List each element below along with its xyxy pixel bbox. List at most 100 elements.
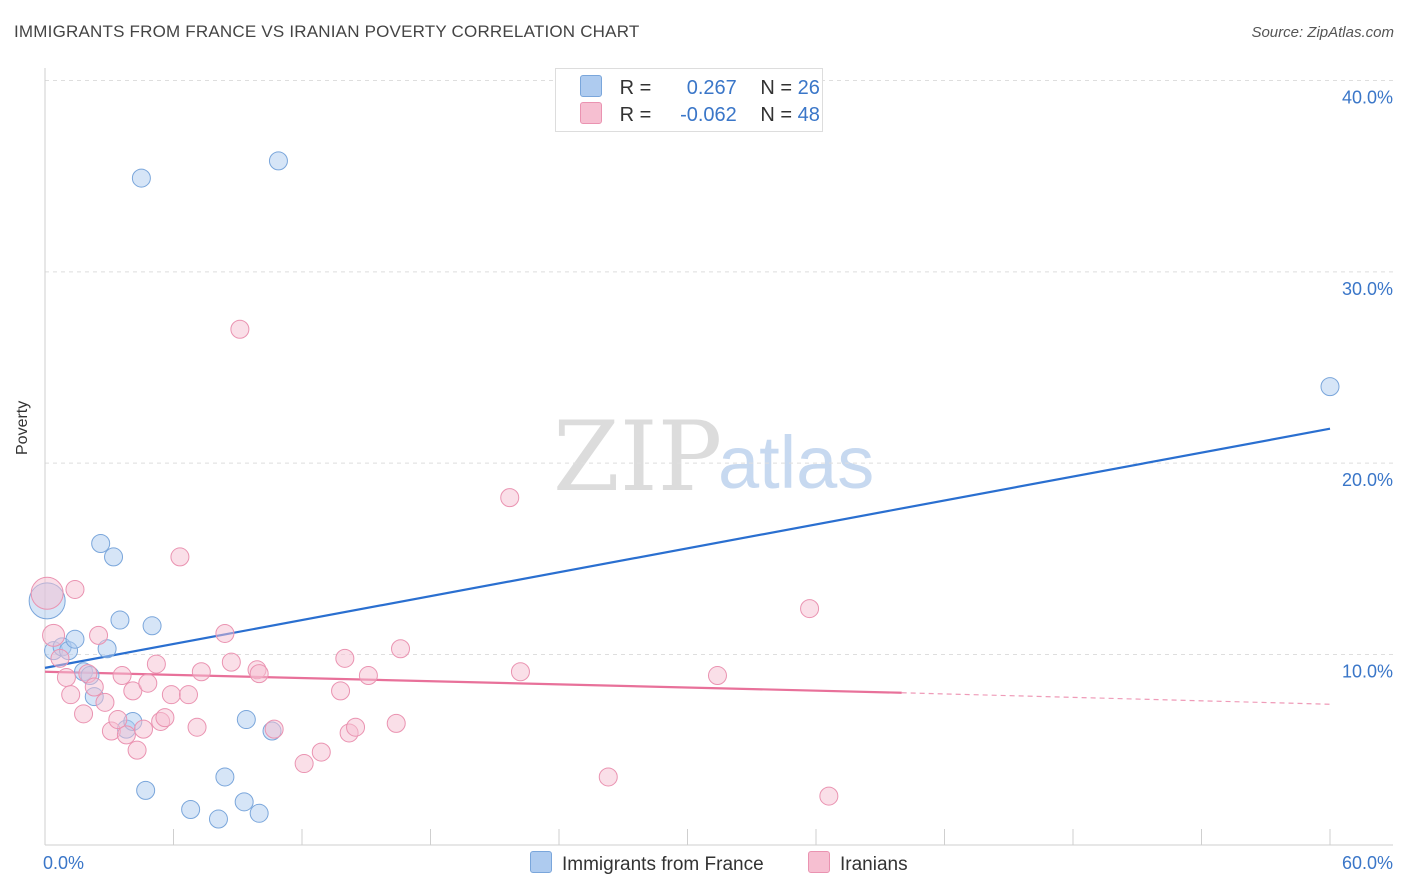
r-value: -0.062 [680,104,737,126]
point-iranians [386,713,406,733]
stats-legend: R = 0.267 N = 26 R = -0.062 N = 48 [555,68,823,132]
n-label: N = [760,77,793,99]
n-value: 26 [797,77,820,99]
point-iranians [358,666,378,686]
r-label: R = [619,104,652,126]
point-iranians [170,547,190,567]
point-france [1320,377,1340,397]
x-ticks [173,829,1331,845]
point-iranians [138,673,158,693]
point-iranians [800,599,820,619]
y-tick-label: 10.0% [1342,662,1393,682]
watermark-zip: ZIP [553,401,722,513]
trend-line-france [44,427,1331,669]
x-tick-label: 0.0% [43,853,84,873]
point-iranians [161,685,181,705]
x-tick-label: 60.0% [1342,853,1393,873]
source-label: Source: ZipAtlas.com [1251,24,1394,41]
point-iranians [89,625,109,645]
point-iranians [311,742,331,762]
watermark-atlas: atlas [718,421,874,504]
point-iranians [249,664,269,684]
point-iranians [30,576,64,610]
trend-line-iranians [44,670,902,694]
point-france [110,610,130,630]
point-france [181,799,201,819]
legend-label: Iranians [840,854,908,875]
point-iranians [178,685,198,705]
point-france [91,534,111,554]
chart-title: IMMIGRANTS FROM FRANCE VS IRANIAN POVERT… [14,22,640,41]
axes [44,68,1393,846]
point-france [215,767,235,787]
point-iranians [146,654,166,674]
point-iranians [335,648,355,668]
swatch-blue [580,75,602,97]
point-france [249,803,269,823]
point-iranians [391,639,411,659]
point-iranians [84,677,104,697]
legend-item-iranians[interactable]: Iranians [808,851,908,875]
point-iranians [819,786,839,806]
point-iranians [108,710,128,730]
point-iranians [500,488,520,508]
point-iranians [134,719,154,739]
point-iranians [50,648,70,668]
point-iranians [510,662,530,682]
r-value: 0.267 [686,77,737,99]
point-france [104,547,124,567]
point-iranians [123,681,143,701]
trend-lines [44,427,1331,705]
point-iranians [346,717,366,737]
point-iranians [191,662,211,682]
y-tick-label: 30.0% [1342,279,1393,299]
gridlines [45,80,1393,655]
point-iranians [127,740,147,760]
point-france [65,629,85,649]
y-tick-labels: 10.0% 20.0% 30.0% 40.0% [1342,88,1393,682]
point-iranians [42,623,66,647]
point-iranians [331,681,351,701]
n-value: 48 [797,104,820,126]
stats-row-iranians: R = -0.062 N = 48 [580,102,820,126]
n-label: N = [760,104,793,126]
point-france [208,809,228,829]
trend-line-iranians-extrapolated [901,692,1331,705]
point-iranians [56,667,76,687]
point-france [234,792,254,812]
stats-row-france: R = 0.267 N = 26 [580,75,820,99]
point-iranians [65,579,85,599]
y-tick-label: 40.0% [1342,88,1393,108]
point-france [142,616,162,636]
r-label: R = [619,77,652,99]
point-iranians [264,719,284,739]
data-points [28,151,1340,829]
watermark: ZIP atlas [553,401,874,513]
point-iranians [155,708,175,728]
legend-label: Immigrants from France [562,854,764,875]
legend-item-france[interactable]: Immigrants from France [530,851,764,875]
point-france [136,780,156,800]
y-tick-label: 20.0% [1342,470,1393,490]
swatch-pink [580,102,602,124]
point-iranians [215,623,235,643]
legend-swatch-pink [808,851,830,873]
point-france [236,710,256,730]
point-iranians [294,754,314,774]
point-iranians [112,666,132,686]
point-iranians [221,652,241,672]
legend-swatch-blue [530,851,552,873]
point-iranians [707,666,727,686]
point-iranians [116,725,136,745]
point-france [97,639,117,659]
point-iranians [61,685,81,705]
point-france [131,168,151,188]
point-iranians [598,767,618,787]
x-tick-labels: 0.0% 60.0% [43,853,1393,873]
point-iranians [95,692,115,712]
point-iranians [74,704,94,724]
point-iranians [230,319,250,339]
point-iranians [187,717,207,737]
point-france [268,151,288,171]
